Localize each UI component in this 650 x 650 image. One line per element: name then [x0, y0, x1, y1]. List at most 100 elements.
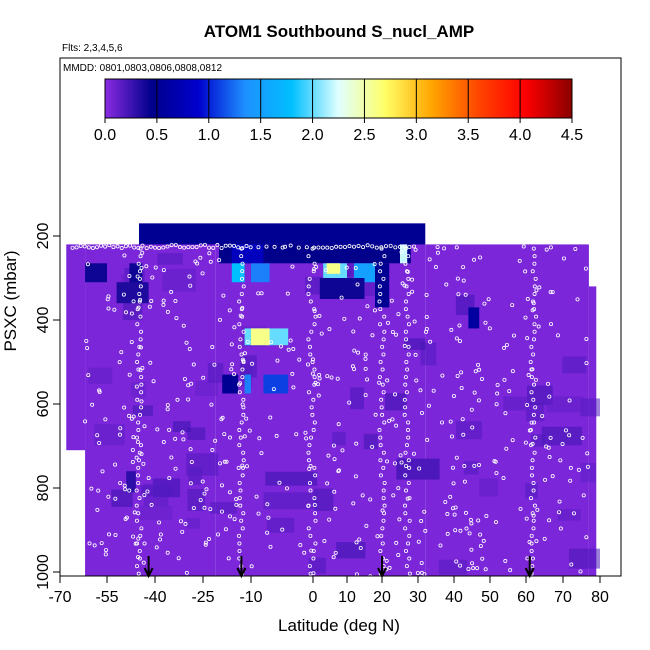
sample-point	[403, 473, 408, 478]
sample-point	[473, 369, 478, 374]
sample-point	[360, 493, 365, 498]
sample-point	[239, 420, 244, 425]
sample-point	[136, 245, 141, 250]
sample-point	[470, 561, 475, 566]
sample-point	[319, 331, 324, 336]
x-tick-label: -10	[239, 589, 262, 606]
sample-point	[351, 244, 356, 249]
heatmap-cell	[244, 374, 251, 394]
sample-point	[259, 291, 264, 296]
sample-point	[533, 435, 538, 440]
mottle-cell	[562, 356, 587, 374]
sample-point	[173, 436, 178, 441]
sample-point	[188, 447, 193, 452]
sample-point	[134, 518, 139, 523]
sample-point	[286, 347, 291, 352]
sample-point	[375, 534, 380, 539]
sample-point	[298, 543, 303, 548]
sample-point	[558, 526, 563, 531]
mottle-cell	[187, 427, 206, 440]
sample-point	[584, 336, 589, 341]
sample-point	[531, 412, 536, 417]
sample-point	[411, 451, 416, 456]
sample-point	[284, 486, 289, 491]
sample-point	[142, 493, 147, 498]
sample-point	[405, 428, 410, 433]
sample-point	[419, 519, 424, 524]
sample-point	[128, 243, 133, 248]
sample-point	[137, 450, 142, 455]
sample-point	[142, 541, 147, 546]
sample-point	[456, 292, 461, 297]
y-axis-title: PSXC (mbar)	[1, 250, 20, 351]
sample-point	[373, 412, 378, 417]
sample-point	[325, 245, 330, 250]
heatmap-cell	[375, 263, 390, 308]
sample-point	[86, 245, 91, 250]
sample-point	[237, 322, 242, 327]
sample-point	[403, 405, 408, 410]
sample-point	[136, 352, 141, 357]
sample-point	[475, 566, 480, 571]
sample-point	[310, 371, 315, 376]
sample-point	[240, 261, 245, 266]
sample-point	[210, 448, 215, 453]
sample-point	[176, 556, 181, 561]
sample-point	[111, 245, 116, 250]
sample-point	[320, 245, 325, 250]
sample-point	[529, 541, 534, 546]
sample-point	[406, 352, 411, 357]
sample-point	[354, 540, 359, 545]
sample-point	[511, 333, 516, 338]
mottle-cell	[210, 502, 237, 514]
sample-point	[528, 443, 533, 448]
sample-point	[136, 420, 141, 425]
heatmap-cell	[263, 374, 289, 394]
sample-point	[136, 261, 141, 266]
sample-point	[548, 245, 553, 250]
sample-point	[241, 329, 246, 334]
sample-point	[139, 390, 144, 395]
sample-point	[314, 264, 319, 269]
mottle-cell	[162, 268, 197, 292]
sample-point	[494, 402, 499, 407]
sample-point	[307, 390, 312, 395]
sample-point	[137, 549, 142, 554]
sample-point	[374, 245, 379, 250]
sample-point	[236, 465, 241, 470]
sample-point	[557, 499, 562, 504]
sample-point	[569, 562, 574, 567]
sample-point	[139, 329, 144, 334]
sample-point	[472, 390, 477, 395]
sample-point	[547, 518, 552, 523]
mottle-cell	[111, 489, 133, 507]
sample-point	[532, 261, 537, 266]
sample-point	[99, 243, 104, 248]
sample-point	[139, 399, 144, 404]
sample-point	[306, 284, 311, 289]
sample-point	[137, 291, 142, 296]
sample-point	[394, 423, 399, 428]
mottle-cell	[308, 557, 326, 574]
sample-point	[476, 398, 481, 403]
sample-point	[396, 486, 401, 491]
sample-point	[238, 488, 243, 493]
sample-point	[106, 306, 111, 311]
sample-point	[472, 257, 477, 262]
sample-point	[407, 556, 412, 561]
sample-point	[365, 304, 370, 309]
sample-point	[310, 412, 315, 417]
sample-point	[356, 243, 361, 248]
sample-point	[157, 245, 162, 250]
sample-point	[237, 443, 242, 448]
sample-point	[532, 284, 537, 289]
sample-point	[404, 463, 409, 468]
sample-point	[312, 420, 317, 425]
sample-point	[136, 458, 141, 463]
sample-point	[218, 461, 223, 466]
sample-point	[388, 243, 393, 248]
sample-point	[139, 382, 144, 387]
colorbar-tick-label: 2.5	[353, 127, 375, 144]
sample-point	[169, 289, 174, 294]
sample-point	[459, 385, 464, 390]
